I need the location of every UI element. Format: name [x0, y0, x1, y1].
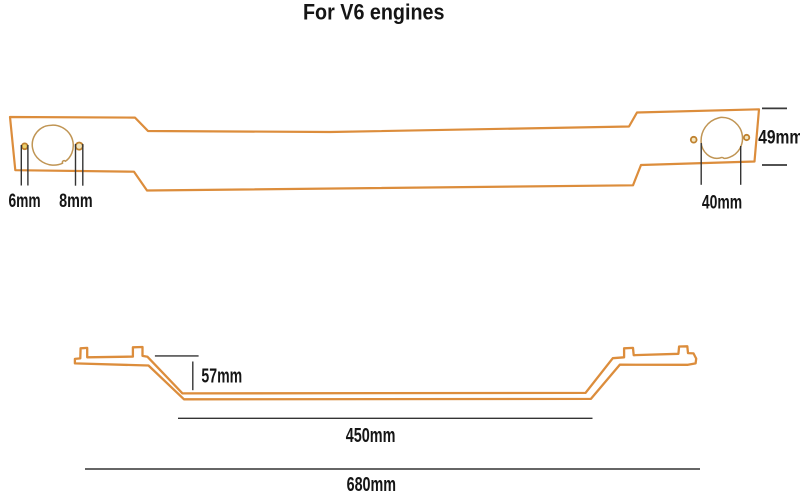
svg-text:450mm: 450mm	[346, 425, 396, 447]
svg-text:8mm: 8mm	[59, 191, 93, 212]
svg-text:57mm: 57mm	[201, 366, 242, 388]
svg-text:40mm: 40mm	[702, 193, 742, 214]
svg-text:680mm: 680mm	[347, 474, 396, 496]
svg-text:For V6 engines: For V6 engines	[303, 0, 445, 25]
svg-text:6mm: 6mm	[9, 191, 41, 212]
svg-text:49mm: 49mm	[758, 127, 800, 148]
